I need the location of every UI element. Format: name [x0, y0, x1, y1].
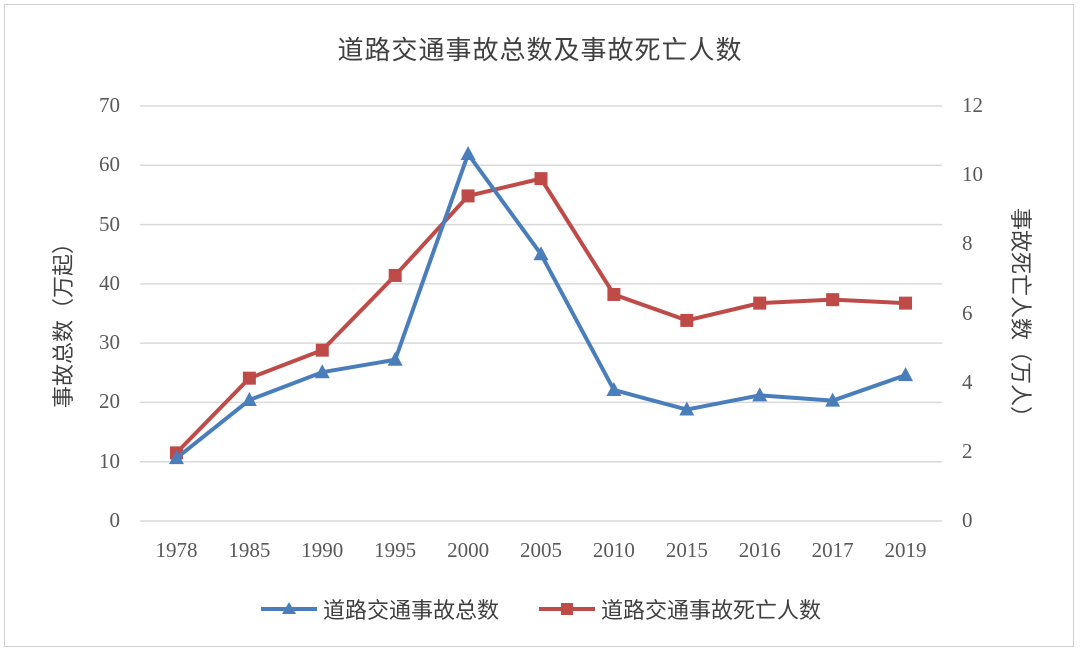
x-tick-label: 1995: [374, 538, 417, 562]
y-right-tick-label: 0: [962, 508, 973, 532]
legend-square-line-icon: [539, 603, 595, 615]
square-marker: [388, 268, 402, 282]
y-right-tick-label: 4: [962, 369, 973, 394]
triangle-marker: [752, 387, 768, 402]
triangle-marker: [679, 401, 695, 416]
y-tick-label: 60: [99, 152, 120, 177]
y-right-tick-label: 8: [962, 231, 973, 256]
y-right-tick-label: 2: [962, 438, 973, 463]
triangle-marker: [314, 364, 330, 379]
y-right-tick-label: 10: [962, 162, 983, 187]
x-tick-label: 1990: [301, 538, 344, 562]
square-marker: [607, 287, 621, 301]
legend: 道路交通事故总数 道路交通事故死亡人数: [0, 593, 1080, 625]
triangle-marker: [460, 146, 476, 161]
legend-label-deaths: 道路交通事故死亡人数: [601, 599, 822, 624]
square-marker: [899, 296, 913, 310]
x-tick-label: 2015: [665, 538, 708, 562]
triangle-marker: [606, 381, 622, 396]
square-marker: [753, 296, 767, 310]
y-tick-label: 10: [99, 448, 120, 473]
x-tick-label: 1978: [155, 538, 198, 562]
y-tick-label: 70: [99, 93, 120, 117]
x-tick-label: 2017: [811, 538, 854, 562]
y-right-tick-label: 6: [962, 300, 973, 325]
square-marker: [680, 313, 694, 327]
chart-title: 道路交通事故总数及事故死亡人数: [337, 36, 743, 66]
square-marker: [242, 371, 256, 385]
x-tick-label: 2019: [884, 538, 927, 562]
y-tick-label: 20: [99, 389, 120, 414]
series-line: [175, 152, 907, 460]
chart-frame: [4, 4, 1074, 647]
triangle-marker: [825, 392, 841, 407]
legend-item-deaths: 道路交通事故死亡人数: [537, 593, 821, 625]
triangle-marker: [533, 246, 549, 261]
triangle-marker: [387, 351, 403, 366]
series-line: [175, 176, 906, 455]
x-tick-label: 2016: [738, 538, 781, 562]
y-tick-label: 50: [99, 211, 120, 236]
x-tick-label: 2000: [447, 538, 490, 562]
y-tick-label: 0: [109, 508, 121, 532]
legend-triangle-line-icon: [260, 602, 317, 614]
legend-item-accidents: 道路交通事故总数: [259, 593, 499, 625]
legend-label-accidents: 道路交通事故总数: [322, 599, 499, 624]
x-tick-label: 2005: [520, 538, 562, 562]
x-tick-label: 2010: [592, 538, 635, 562]
x-tick-label: 1985: [228, 538, 271, 562]
triangle-marker: [241, 392, 257, 407]
triangle-marker: [898, 367, 914, 382]
y-right-tick-label: 12: [962, 93, 983, 117]
y-tick-label: 30: [99, 330, 120, 355]
y-tick-label: 40: [99, 270, 120, 295]
square-marker: [315, 343, 329, 357]
square-marker: [826, 293, 840, 307]
triangle-marker: [168, 450, 184, 465]
square-marker: [534, 172, 548, 186]
square-marker: [461, 189, 475, 203]
